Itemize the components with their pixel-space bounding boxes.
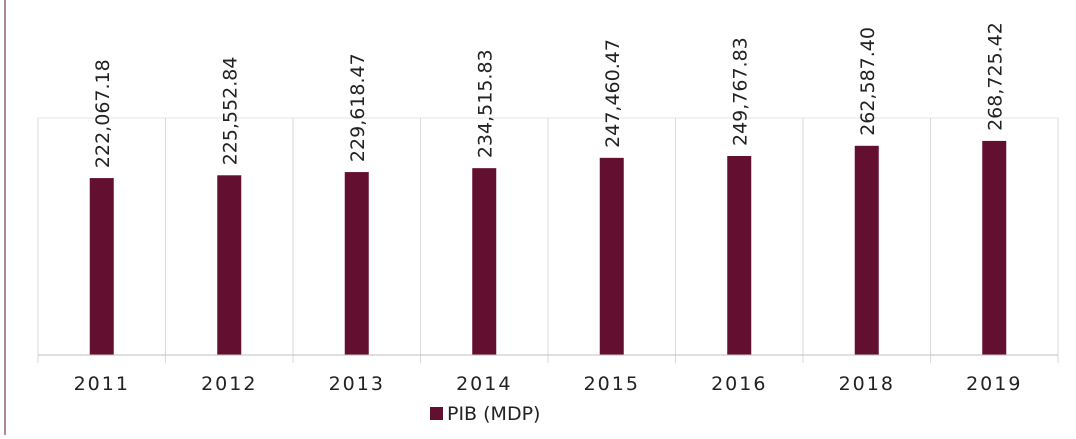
bar xyxy=(472,168,497,355)
legend-swatch xyxy=(430,407,443,420)
x-tick-label: 2015 xyxy=(584,373,640,395)
value-label: 229,618.47 xyxy=(347,53,369,162)
x-tick-label: 2016 xyxy=(711,373,767,395)
bar xyxy=(89,178,114,355)
x-tick-label: 2013 xyxy=(329,373,385,395)
x-tick-label: 2011 xyxy=(74,373,130,395)
value-label: 249,767.83 xyxy=(729,37,751,146)
x-tick-label: 2014 xyxy=(456,373,512,395)
value-label: 268,725.42 xyxy=(984,22,1006,131)
bar xyxy=(854,145,879,355)
x-tick-label: 2019 xyxy=(966,373,1022,395)
x-tick-label: 2012 xyxy=(201,373,257,395)
bar xyxy=(727,156,752,355)
bar xyxy=(217,175,242,355)
value-label: 234,515.83 xyxy=(474,49,496,158)
value-label: 225,552.84 xyxy=(219,57,241,166)
value-label: 262,587.40 xyxy=(857,27,879,136)
x-tick-label: 2018 xyxy=(839,373,895,395)
legend-label: PIB (MDP) xyxy=(447,403,540,425)
bar xyxy=(599,157,624,355)
bar xyxy=(982,140,1007,355)
value-label: 247,460.47 xyxy=(602,39,624,148)
bar xyxy=(344,172,369,355)
value-label: 222,067.18 xyxy=(92,59,114,168)
